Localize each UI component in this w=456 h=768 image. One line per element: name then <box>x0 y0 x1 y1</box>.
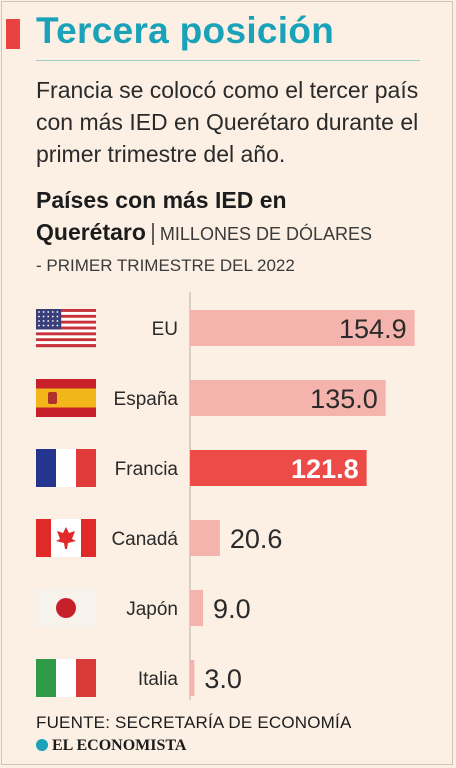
title-accent-mark <box>6 19 20 49</box>
bar <box>190 310 415 346</box>
usa-flag-icon <box>36 309 96 348</box>
france-flag-icon <box>36 449 96 487</box>
bar-row: EU 154.9 <box>36 309 415 348</box>
bar-row: Italia 3.0 <box>36 659 242 697</box>
value-label: 121.8 <box>291 454 359 484</box>
brand-globe-icon <box>36 739 48 751</box>
bar-row: Japón 9.0 <box>36 589 251 627</box>
brand-logo: EL ECONOMISTA <box>36 737 186 755</box>
category-label: Francia <box>115 459 179 480</box>
category-label: Japón <box>126 599 178 620</box>
source-note: FUENTE: SECRETARÍA DE ECONOMÍA <box>36 713 352 732</box>
chart-title: Países con más IED en Querétaro <box>36 187 287 245</box>
chart-unit: MILLONES DE DÓLARES <box>159 224 372 244</box>
spain-flag-icon <box>36 379 96 417</box>
bar-row: Canadá 20.6 <box>36 519 282 557</box>
bar <box>190 380 386 416</box>
category-label: EU <box>152 319 178 340</box>
japan-flag-icon <box>36 589 96 627</box>
intro-text: Francia se colocó como el tercer país co… <box>36 77 419 167</box>
italy-flag-icon <box>36 659 96 697</box>
bar-chart: EU 154.9 España 135.0 Francia 121.8 Canadá 20.6… <box>36 292 415 700</box>
chart-title-block: Países con más IED en Querétaro | MILLONES… <box>36 184 446 250</box>
title-row: Tercera posición <box>0 6 456 58</box>
bar <box>190 590 204 626</box>
value-label: 135.0 <box>310 384 378 414</box>
value-label: 9.0 <box>213 594 251 624</box>
value-label: 154.9 <box>339 314 407 344</box>
bar <box>190 520 220 556</box>
value-label: 20.6 <box>230 524 283 554</box>
value-label: 3.0 <box>204 664 242 694</box>
bar-row: España 135.0 <box>36 379 386 417</box>
canada-flag-icon <box>36 519 96 557</box>
page-title: Tercera posición <box>36 10 335 51</box>
title-separator: | <box>149 219 156 245</box>
bar <box>190 450 367 486</box>
bar-row: Francia 121.8 <box>36 449 367 487</box>
category-label: Italia <box>138 669 179 690</box>
title-divider <box>36 60 420 61</box>
category-label: España <box>114 389 179 410</box>
chart-period: - PRIMER TRIMESTRE DEL 2022 <box>36 256 295 275</box>
bar <box>190 660 195 696</box>
category-label: Canadá <box>111 529 178 550</box>
brand-name: EL ECONOMISTA <box>52 737 187 754</box>
